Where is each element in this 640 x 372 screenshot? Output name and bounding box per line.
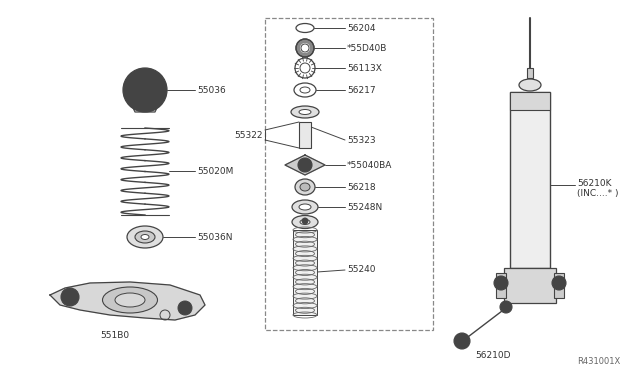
Bar [293,230,317,315]
Text: 56218: 56218 [347,183,376,192]
Text: *55D40B: *55D40B [347,44,387,52]
Ellipse shape [291,106,319,118]
Text: 56217: 56217 [347,86,376,94]
Bar [265,18,433,330]
Circle shape [123,68,167,112]
Ellipse shape [300,183,310,191]
Text: 55322: 55322 [234,131,263,140]
Circle shape [500,301,512,313]
Text: 55036N: 55036N [197,232,232,241]
Bar [510,92,550,110]
Bar [527,68,533,78]
Bar [554,273,564,298]
Ellipse shape [135,231,155,243]
Text: (INC....* ): (INC....* ) [577,189,618,198]
Text: 55248N: 55248N [347,202,382,212]
Ellipse shape [292,200,318,214]
Bar [496,273,506,298]
Text: R431001X: R431001X [577,357,620,366]
Bar [510,92,550,268]
Text: *55040BA: *55040BA [347,160,392,170]
Ellipse shape [292,215,318,228]
Bar [504,268,556,303]
Text: 55323: 55323 [347,135,376,144]
Ellipse shape [299,204,311,210]
Circle shape [458,337,466,345]
Text: 56204: 56204 [347,23,376,32]
Polygon shape [50,282,205,320]
Bar [299,122,311,148]
Text: 55020M: 55020M [197,167,234,176]
Ellipse shape [296,39,314,57]
Polygon shape [285,155,325,175]
Text: 56113X: 56113X [347,64,382,73]
Text: 551B0: 551B0 [100,330,129,340]
Circle shape [302,218,308,224]
Ellipse shape [141,234,149,240]
Circle shape [454,333,470,349]
Circle shape [552,276,566,290]
Polygon shape [127,95,163,112]
Text: 56210K: 56210K [577,179,611,187]
Ellipse shape [299,109,311,115]
Circle shape [298,158,312,172]
Text: 56210D: 56210D [475,350,511,359]
Circle shape [302,162,308,168]
Circle shape [178,301,192,315]
Text: 55036: 55036 [197,86,226,94]
Circle shape [66,293,74,301]
Ellipse shape [519,79,541,91]
Ellipse shape [300,43,310,53]
Ellipse shape [295,179,315,195]
Ellipse shape [300,219,310,224]
Circle shape [182,305,188,311]
Circle shape [494,276,508,290]
Text: 55240: 55240 [347,266,376,275]
Ellipse shape [102,287,157,313]
Circle shape [61,288,79,306]
Ellipse shape [127,226,163,248]
Ellipse shape [115,293,145,307]
